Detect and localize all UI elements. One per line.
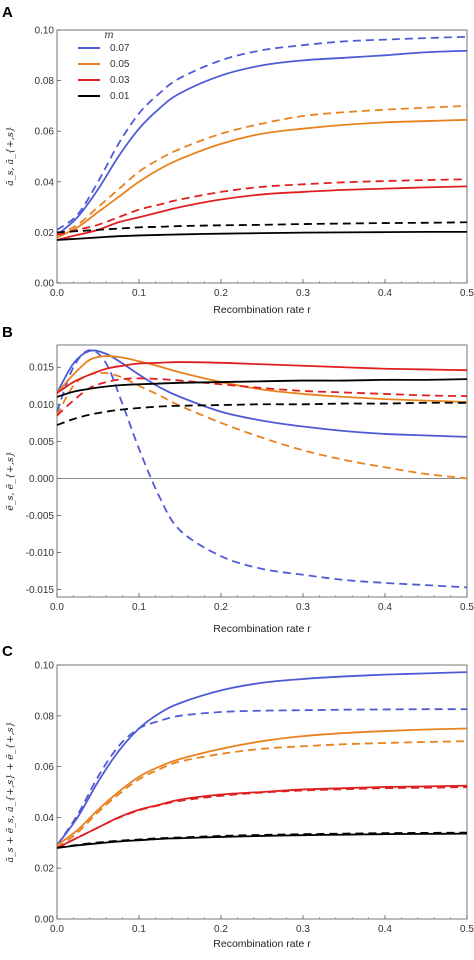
series-line-m-0.07-solid bbox=[56, 671, 468, 846]
series-line-m-0.01-solid bbox=[56, 230, 468, 241]
series-line-m-0.07-solid bbox=[56, 349, 468, 438]
panel-c-xlabel: Recombination rate r bbox=[213, 938, 311, 950]
panel-b-ticks: 0.0 0.1 0.2 0.3 0.4 0.5 -0.015 -0.010 -0.005 0.00… bbox=[26, 363, 474, 613]
y-tick-label: -0.015 bbox=[26, 585, 55, 596]
series-line-m-0.07-dashed bbox=[56, 708, 468, 846]
series-line-m-0.01-dashed bbox=[56, 831, 468, 849]
x-tick-label: 0.0 bbox=[50, 602, 64, 613]
x-tick-label: 0.1 bbox=[132, 602, 146, 613]
legend: m 0.07 0.05 0.03 0.01 bbox=[78, 30, 130, 102]
panel-a: A 0.0 0.1 0.2 0.3 0.4 0.5 0.00 0.02 0.04 0.06 0.08… bbox=[2, 4, 474, 316]
y-tick-label: 0.00 bbox=[35, 279, 55, 290]
x-tick-label: 0.5 bbox=[460, 288, 474, 299]
panel-b-frame bbox=[56, 344, 468, 598]
legend-label-0.07: 0.07 bbox=[110, 43, 130, 54]
panel-c-ticks: 0.0 0.1 0.2 0.3 0.4 0.5 0.00 0.02 0.04 0.06 0.08 0.… bbox=[35, 661, 474, 936]
series-line-m-0.01-solid bbox=[56, 832, 468, 849]
series-line-m-0.03-dashed bbox=[56, 377, 468, 417]
x-tick-label: 0.3 bbox=[296, 602, 310, 613]
y-tick-label: 0.02 bbox=[35, 228, 55, 239]
series-line-m-0.03-dashed bbox=[56, 178, 468, 236]
series-line-m-0.01-dashed bbox=[56, 221, 468, 234]
legend-label-0.01: 0.01 bbox=[110, 91, 130, 102]
panel-b-xlabel: Recombination rate r bbox=[213, 623, 311, 635]
series-line-m-0.03-solid bbox=[56, 784, 468, 849]
y-tick-label: 0.00 bbox=[35, 915, 55, 926]
y-tick-label: 0.10 bbox=[35, 26, 55, 37]
panel-a-frame bbox=[56, 29, 468, 284]
y-tick-label: 0.10 bbox=[35, 661, 55, 672]
series-line-m-0.07-dashed bbox=[56, 349, 468, 589]
panel-b-label: B bbox=[2, 324, 13, 341]
x-tick-label: 0.5 bbox=[460, 602, 474, 613]
x-tick-label: 0.2 bbox=[214, 924, 228, 935]
x-tick-label: 0.5 bbox=[460, 924, 474, 935]
x-tick-label: 0.3 bbox=[296, 288, 310, 299]
series-line-m-0.07-solid bbox=[56, 49, 468, 236]
y-tick-label: -0.005 bbox=[26, 511, 55, 522]
series-line-m-0.03-dashed bbox=[56, 786, 468, 849]
panel-a-ticks: 0.0 0.1 0.2 0.3 0.4 0.5 0.00 0.02 0.04 0.06 0.08 0.… bbox=[35, 26, 474, 300]
series-line-m-0.05-solid bbox=[56, 355, 468, 403]
x-tick-label: 0.4 bbox=[378, 924, 392, 935]
series-line-m-0.05-dashed bbox=[56, 740, 468, 849]
y-tick-label: 0.015 bbox=[29, 363, 54, 374]
x-tick-label: 0.4 bbox=[378, 288, 392, 299]
panel-c-frame bbox=[56, 664, 468, 920]
panel-c-label: C bbox=[2, 643, 13, 660]
y-tick-label: -0.010 bbox=[26, 548, 55, 559]
y-tick-label: 0.005 bbox=[29, 437, 54, 448]
x-tick-label: 0.2 bbox=[214, 602, 228, 613]
x-tick-label: 0.2 bbox=[214, 288, 228, 299]
y-tick-label: 0.000 bbox=[29, 474, 54, 485]
y-tick-label: 0.06 bbox=[35, 127, 55, 138]
series-line-m-0.07-dashed bbox=[56, 35, 468, 231]
y-tick-label: 0.02 bbox=[35, 864, 55, 875]
panel-a-xlabel: Recombination rate r bbox=[213, 304, 311, 316]
panel-c: C 0.0 0.1 0.2 0.3 0.4 0.5 0.00 0.02 0.04 0.06 0.08… bbox=[2, 643, 474, 950]
panel-c-ylabel: ā_s + ē_s, ā_{+,s} + ē_{+,s} bbox=[5, 721, 16, 862]
panel-b-series bbox=[56, 349, 468, 589]
series-line-m-0.03-solid bbox=[56, 361, 468, 394]
x-tick-label: 0.0 bbox=[50, 924, 64, 935]
legend-label-0.05: 0.05 bbox=[110, 59, 130, 70]
panel-b: B 0.0 0.1 0.2 0.3 0.4 0.5-0.015-0.010-0.0050.… bbox=[2, 324, 474, 635]
panel-a-label: A bbox=[2, 4, 13, 21]
x-tick-label: 0.0 bbox=[50, 288, 64, 299]
legend-title: m bbox=[104, 30, 113, 41]
panel-b-ylabel: ē_s, ē_{+,s} bbox=[5, 451, 16, 511]
x-tick-label: 0.4 bbox=[378, 602, 392, 613]
y-tick-label: 0.04 bbox=[35, 813, 55, 824]
panel-a-ylabel: ā_s, ā_{+,s} bbox=[5, 126, 16, 186]
series-line-m-0.05-solid bbox=[56, 727, 468, 847]
y-tick-label: 0.08 bbox=[35, 711, 55, 722]
y-tick-label: 0.04 bbox=[35, 177, 55, 188]
series-line-m-0.05-solid bbox=[56, 118, 468, 239]
panel-a-series bbox=[56, 35, 468, 241]
x-tick-label: 0.1 bbox=[132, 924, 146, 935]
x-tick-label: 0.1 bbox=[132, 288, 146, 299]
panel-c-series bbox=[56, 671, 468, 849]
legend-label-0.03: 0.03 bbox=[110, 75, 130, 86]
y-tick-label: 0.06 bbox=[35, 762, 55, 773]
x-tick-label: 0.3 bbox=[296, 924, 310, 935]
y-tick-label: 0.010 bbox=[29, 400, 54, 411]
series-line-m-0.01-solid bbox=[56, 378, 468, 398]
series-line-m-0.05-dashed bbox=[56, 105, 468, 236]
series-line-m-0.01-dashed bbox=[56, 401, 468, 426]
y-tick-label: 0.08 bbox=[35, 76, 55, 87]
